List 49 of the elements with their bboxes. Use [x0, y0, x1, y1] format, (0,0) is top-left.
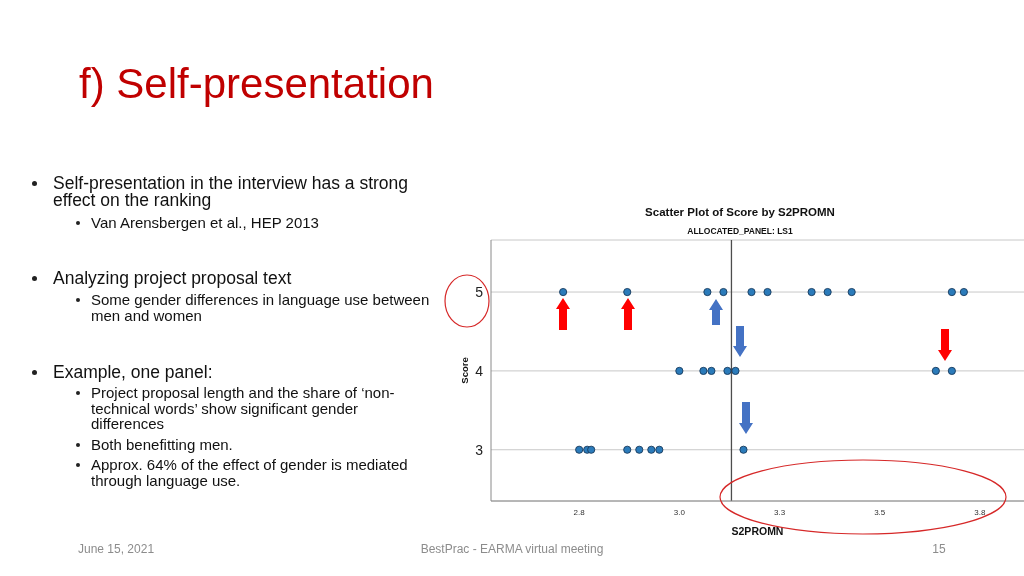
point [823, 287, 832, 297]
text: Analyzing project proposal text [53, 268, 293, 288]
point [655, 445, 664, 454]
x-tick-label: 2.8 [573, 507, 586, 517]
point [747, 287, 756, 297]
x-tick-label: 3.3 [773, 507, 786, 517]
y-axis-title: Score [459, 357, 470, 384]
point [959, 287, 968, 297]
text: Example, one panel: [53, 362, 213, 382]
point [931, 366, 940, 375]
point [623, 445, 632, 454]
point [699, 366, 708, 375]
text: f) Self-presentation [79, 60, 434, 108]
x-tick-label: 3.8 [974, 507, 987, 517]
point [559, 287, 568, 297]
text: Some gender differences in language use between men and women [91, 291, 431, 324]
point [807, 287, 816, 297]
point [623, 287, 632, 297]
y-tick-label: 5 [475, 284, 484, 301]
y-tick-label: 3 [475, 441, 484, 458]
point [947, 366, 956, 375]
x-axis-title: S2PROMN [731, 525, 784, 537]
point [635, 445, 644, 454]
point [739, 445, 748, 454]
x-tick-label: 3.0 [673, 507, 686, 517]
chart-title: Scatter Plot of Score by S2PROMN [644, 205, 836, 219]
point [731, 366, 740, 375]
chart-subtitle: ALLOCATED_PANEL: LS1 [686, 226, 794, 236]
point [723, 366, 732, 375]
y-tick-label: 4 [475, 362, 484, 379]
x-tick-label: 3.5 [874, 507, 886, 517]
text: Project proposal length and the share of ‘non-technical words’ show significant gender differences [91, 384, 396, 432]
point [763, 287, 772, 297]
text: Approx. 64% of the effect of gender is mediated through language use. [91, 456, 409, 489]
point [703, 287, 712, 297]
text: 15 [931, 542, 947, 556]
text: BestPrac - EARMA virtual meeting [419, 542, 605, 556]
point [719, 287, 728, 297]
text: Van Arensbergen et al., HEP 2013 [91, 214, 320, 231]
text: Both benefitting men. [91, 436, 234, 453]
point [947, 287, 956, 297]
text: Self-presentation in the interview has a strong effect on the ranking [53, 173, 410, 210]
point [575, 445, 584, 454]
text: June 15, 2021 [78, 542, 155, 556]
point [847, 287, 856, 297]
point [675, 366, 684, 375]
point [707, 366, 716, 375]
point [647, 445, 656, 454]
point [587, 445, 596, 454]
